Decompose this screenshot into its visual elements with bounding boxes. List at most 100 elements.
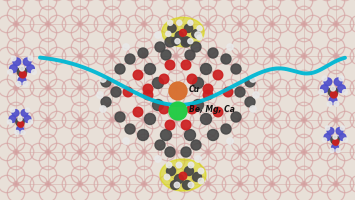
Circle shape [181, 60, 191, 70]
Circle shape [201, 114, 212, 124]
Circle shape [237, 85, 242, 91]
Circle shape [17, 126, 23, 133]
Circle shape [18, 77, 26, 84]
Circle shape [8, 70, 12, 74]
Circle shape [206, 149, 211, 155]
Circle shape [174, 85, 179, 91]
Circle shape [45, 21, 50, 27]
Circle shape [319, 90, 323, 94]
Circle shape [32, 70, 36, 74]
Circle shape [7, 120, 12, 124]
Circle shape [13, 181, 18, 187]
Circle shape [188, 162, 194, 168]
Circle shape [155, 140, 165, 150]
Circle shape [155, 42, 165, 52]
Circle shape [326, 126, 329, 130]
Circle shape [168, 20, 173, 25]
Circle shape [197, 26, 202, 31]
Circle shape [322, 138, 327, 142]
Circle shape [142, 85, 147, 91]
Circle shape [15, 130, 19, 135]
Circle shape [13, 117, 18, 123]
Text: Be, Mg, Ca: Be, Mg, Ca [189, 104, 235, 114]
Circle shape [301, 117, 306, 123]
Circle shape [23, 82, 28, 86]
Circle shape [13, 58, 21, 66]
Circle shape [187, 74, 197, 84]
Circle shape [192, 172, 202, 182]
Circle shape [169, 102, 187, 120]
Circle shape [159, 74, 169, 84]
Circle shape [142, 21, 147, 27]
Circle shape [182, 37, 191, 45]
Circle shape [180, 29, 186, 36]
Circle shape [301, 181, 306, 187]
Circle shape [155, 32, 161, 38]
Circle shape [143, 90, 153, 100]
Circle shape [334, 78, 342, 86]
Text: Cu: Cu [189, 84, 200, 94]
Circle shape [161, 50, 171, 60]
Circle shape [77, 149, 82, 155]
Circle shape [206, 53, 211, 59]
Circle shape [153, 99, 164, 110]
Circle shape [340, 126, 345, 130]
Circle shape [237, 117, 242, 123]
Circle shape [237, 149, 242, 155]
Circle shape [206, 85, 211, 91]
Circle shape [144, 64, 155, 74]
Circle shape [165, 147, 175, 157]
Circle shape [165, 120, 175, 130]
Circle shape [221, 54, 231, 64]
Ellipse shape [160, 159, 206, 191]
Circle shape [77, 117, 82, 123]
Circle shape [223, 87, 233, 97]
Circle shape [245, 97, 255, 107]
Circle shape [97, 92, 103, 98]
Circle shape [16, 118, 24, 126]
Circle shape [109, 53, 115, 59]
Circle shape [333, 21, 339, 27]
Circle shape [115, 112, 125, 122]
Circle shape [213, 70, 223, 80]
Circle shape [28, 56, 33, 61]
Circle shape [332, 144, 338, 151]
Circle shape [336, 148, 340, 153]
Circle shape [301, 21, 306, 27]
Circle shape [235, 87, 245, 97]
Circle shape [125, 124, 135, 134]
Circle shape [333, 149, 339, 155]
Circle shape [142, 181, 147, 187]
Circle shape [269, 21, 274, 27]
Circle shape [17, 67, 27, 77]
Circle shape [181, 120, 191, 130]
Circle shape [13, 53, 18, 59]
Circle shape [174, 149, 179, 155]
Circle shape [16, 82, 21, 86]
Circle shape [330, 148, 334, 153]
Circle shape [109, 117, 115, 123]
Circle shape [166, 31, 171, 36]
Circle shape [20, 71, 26, 78]
Circle shape [333, 117, 339, 123]
Circle shape [26, 108, 29, 112]
Circle shape [100, 76, 106, 82]
Circle shape [333, 85, 339, 91]
Circle shape [328, 87, 338, 97]
Circle shape [23, 58, 31, 66]
Circle shape [269, 181, 274, 187]
Circle shape [142, 53, 147, 59]
Circle shape [245, 77, 255, 87]
Circle shape [250, 76, 256, 82]
Circle shape [12, 110, 19, 116]
Circle shape [109, 85, 115, 91]
Circle shape [77, 85, 82, 91]
Circle shape [28, 120, 33, 124]
Circle shape [20, 66, 24, 71]
Circle shape [138, 48, 148, 58]
Circle shape [343, 90, 347, 94]
Circle shape [174, 21, 179, 27]
Circle shape [143, 84, 153, 94]
Circle shape [165, 37, 175, 47]
Circle shape [175, 174, 184, 184]
